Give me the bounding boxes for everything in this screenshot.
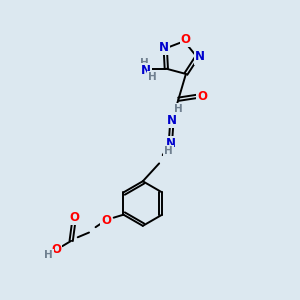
Text: H: H [174,104,183,114]
Text: O: O [51,243,61,256]
Text: N: N [140,64,151,77]
Text: N: N [159,41,169,54]
Text: H: H [140,58,148,68]
Text: N: N [167,114,177,127]
Text: O: O [101,214,111,226]
Text: N: N [195,50,205,64]
Text: O: O [181,33,191,46]
Text: O: O [69,211,79,224]
Text: H: H [44,250,52,260]
Text: H: H [148,72,156,82]
Text: N: N [165,137,176,150]
Text: O: O [197,90,207,103]
Text: H: H [164,146,173,156]
